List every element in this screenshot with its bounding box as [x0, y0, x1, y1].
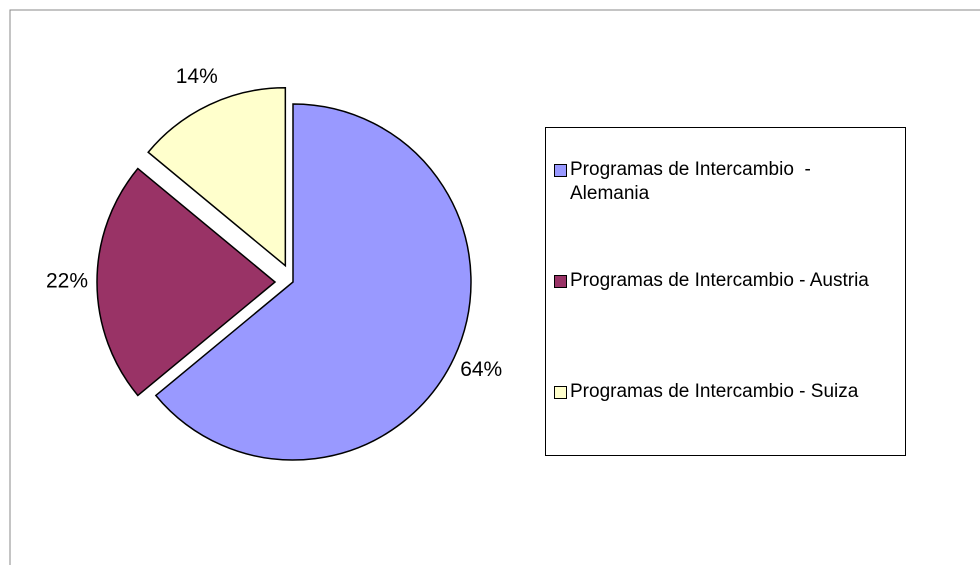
data-label: 14%: [176, 65, 218, 88]
pie-slice: [154, 103, 472, 461]
legend-swatch: [554, 386, 567, 399]
data-label: 64%: [460, 358, 502, 381]
data-label: 22%: [46, 270, 88, 293]
legend-swatch: [554, 164, 567, 177]
legend-label: Programas de Intercambio - Suiza: [570, 381, 859, 402]
legend-swatch: [554, 275, 567, 288]
chart-frame: [9, 9, 980, 565]
legend-label: Programas de Intercambio - Alemania: [570, 159, 815, 204]
pie-slice: [147, 86, 287, 268]
legend: Programas de Intercambio - Alemania Progr…: [545, 127, 906, 456]
legend-label: Programas de Intercambio - Austria: [570, 270, 869, 291]
pie-slice: [96, 167, 277, 397]
